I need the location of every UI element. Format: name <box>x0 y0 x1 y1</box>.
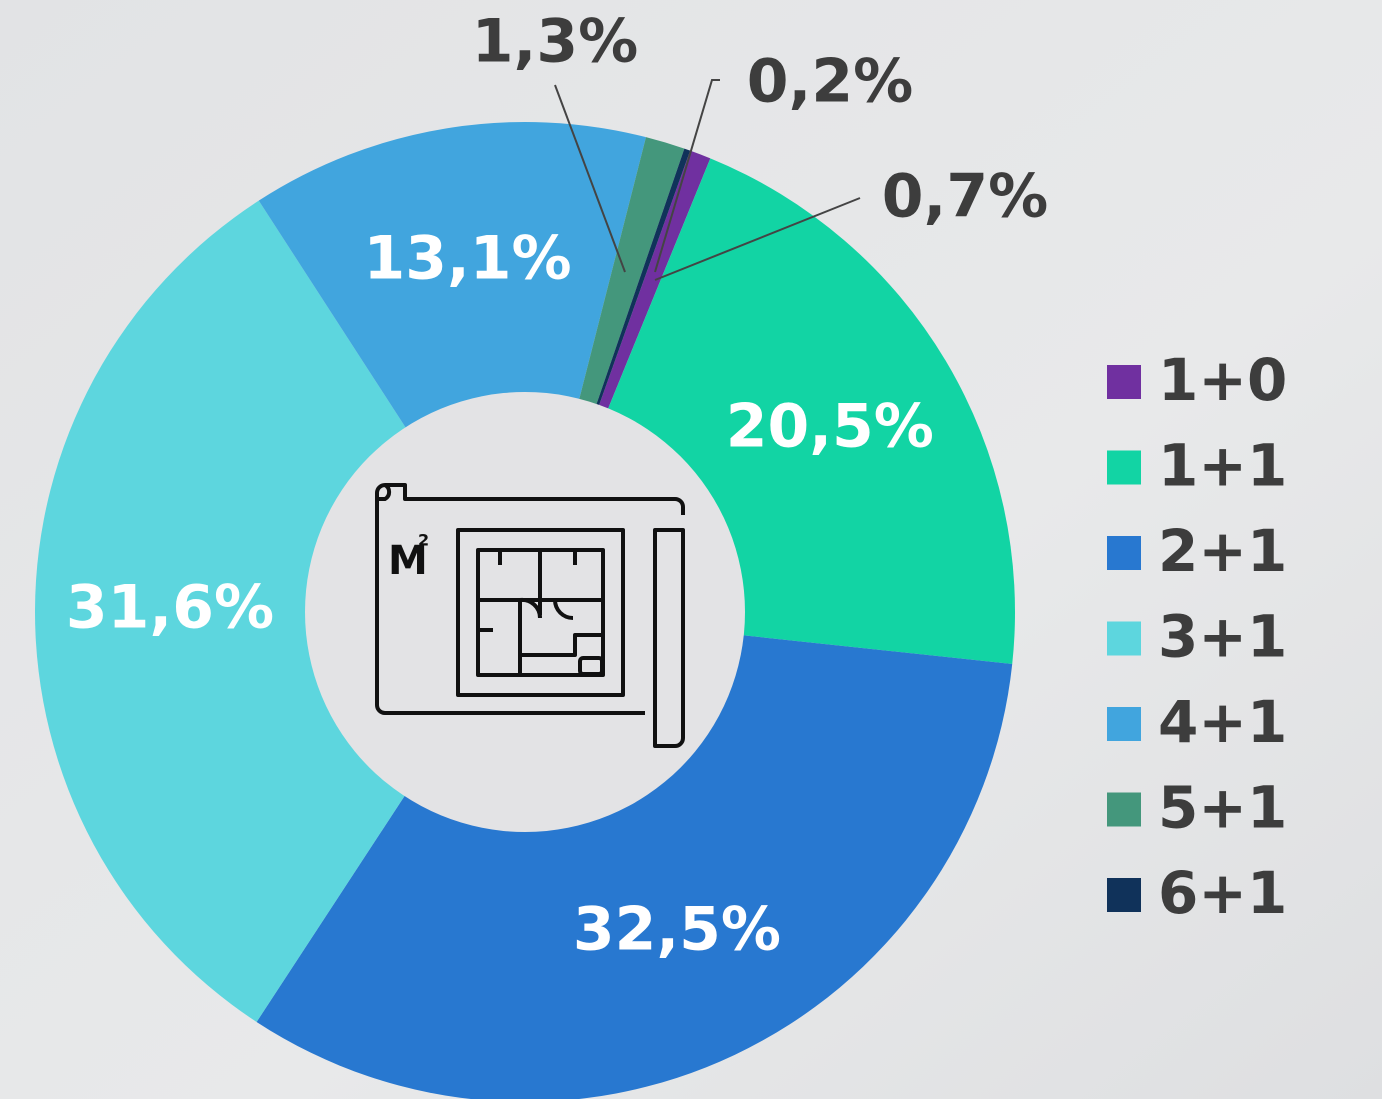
donut-hole <box>305 392 745 832</box>
legend-label: 2+1 <box>1158 517 1287 585</box>
leader-line <box>654 197 861 281</box>
legend-swatch <box>1107 536 1141 570</box>
legend-swatch <box>1107 450 1141 485</box>
data-label: 31,6% <box>66 573 274 643</box>
legend-label: 5+1 <box>1158 774 1287 842</box>
data-label: 20,5% <box>726 392 934 462</box>
leader-line <box>554 84 626 273</box>
leader-line <box>654 79 720 273</box>
legend-swatch <box>1107 878 1141 912</box>
data-label: 13,1% <box>363 223 571 293</box>
legend-swatch <box>1107 707 1141 741</box>
data-label: 0,7% <box>882 162 1048 232</box>
legend-label: 3+1 <box>1158 603 1287 671</box>
center-text: M <box>388 538 428 584</box>
legend-swatch <box>1107 792 1141 827</box>
data-label: 1,3% <box>472 7 638 77</box>
legend-swatch <box>1107 365 1141 399</box>
legend-label: 1+0 <box>1158 346 1287 414</box>
legend-label: 6+1 <box>1158 859 1287 927</box>
center-superscript: 2 <box>418 531 429 550</box>
blueprint-icon <box>375 483 685 748</box>
legend-label: 4+1 <box>1158 688 1287 756</box>
slice <box>34 200 525 1022</box>
data-label: 0,2% <box>747 47 913 117</box>
legend-swatch <box>1107 621 1141 656</box>
data-label: 32,5% <box>573 894 781 964</box>
legend-label: 1+1 <box>1158 432 1287 500</box>
